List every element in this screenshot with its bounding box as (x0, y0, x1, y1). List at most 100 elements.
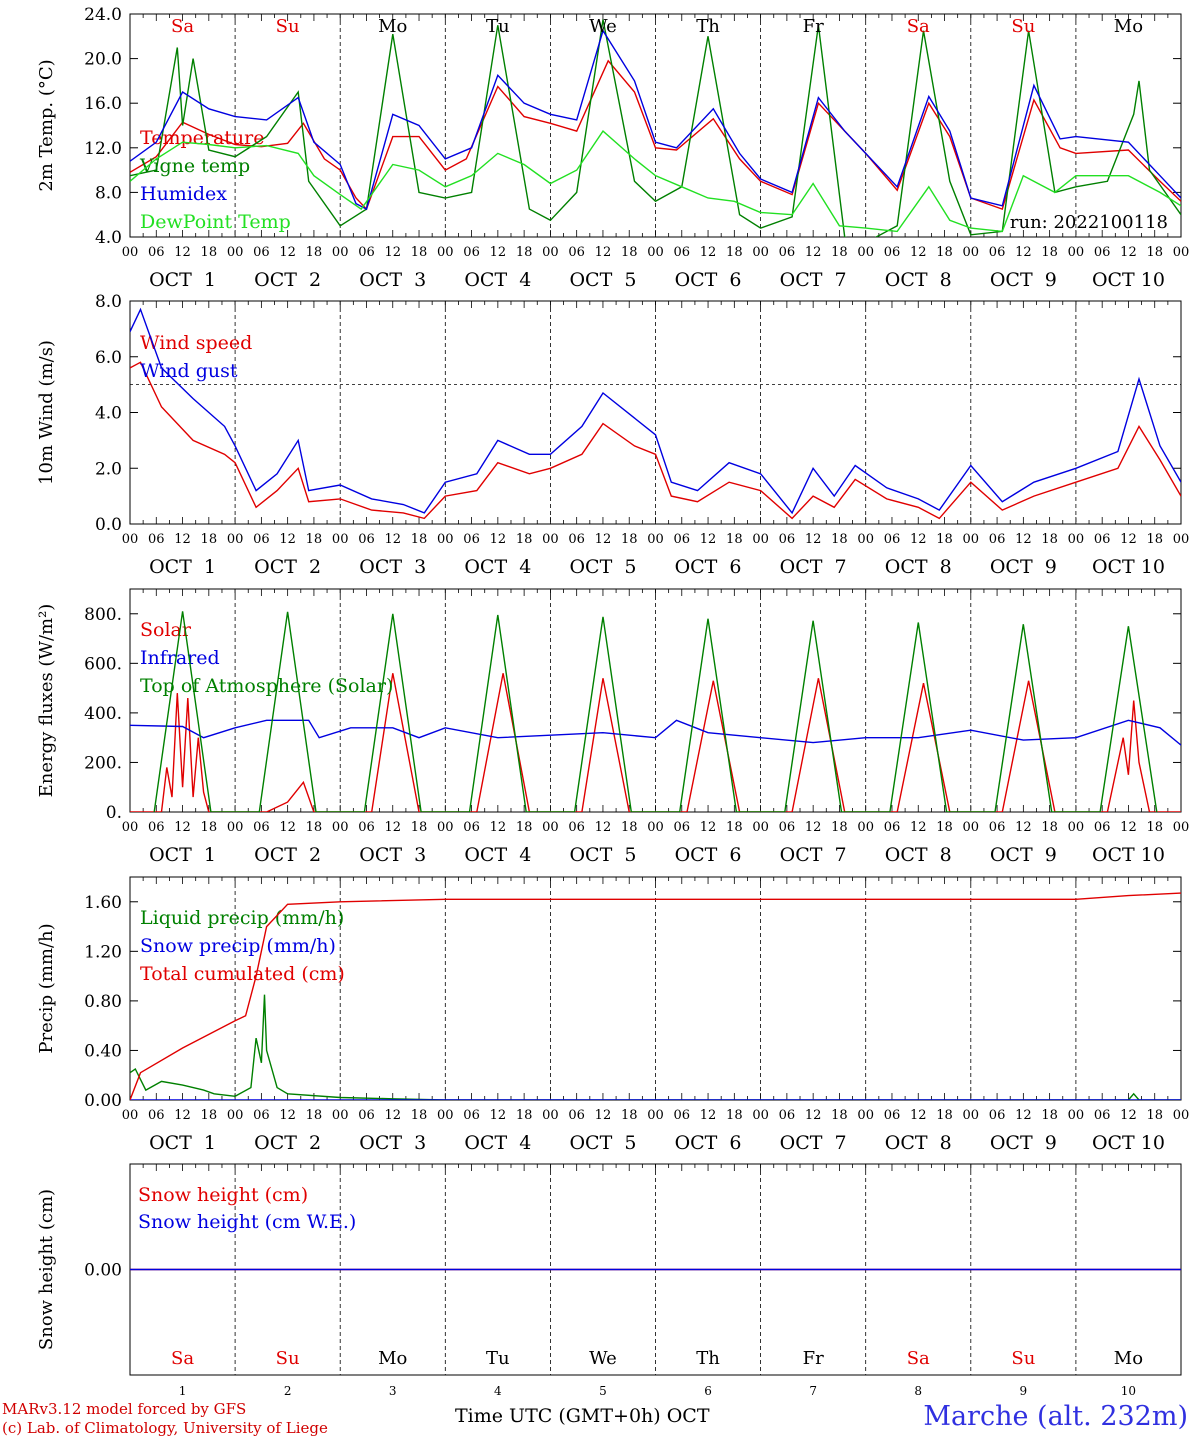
hour-tick-label: 12 (910, 532, 927, 547)
hour-tick-label: 00 (227, 1108, 244, 1123)
hour-tick-label: 18 (831, 820, 848, 835)
hour-tick-label: 06 (1094, 245, 1111, 260)
hour-tick-label: 18 (516, 245, 533, 260)
day-label: OCT 1 (149, 1132, 216, 1154)
hour-tick-label: 18 (831, 1108, 848, 1123)
hour-tick-label: 00 (857, 245, 874, 260)
hour-tick-label: 06 (358, 1108, 375, 1123)
y-axis-label: Energy fluxes (W/m²) (36, 604, 57, 798)
legend-entry: Snow height (cm W.E.) (138, 1211, 356, 1233)
hour-tick-label: 00 (647, 532, 664, 547)
hour-tick-label: 00 (542, 245, 559, 260)
hour-tick-label: 06 (253, 245, 270, 260)
series-line-wind-gust (130, 307, 1181, 515)
weekday-label: Su (1011, 1348, 1035, 1369)
legend-entry: DewPoint Temp (140, 211, 291, 233)
day-label: OCT 2 (254, 844, 321, 866)
hour-tick-label: 00 (332, 820, 349, 835)
day-label: OCT 3 (359, 844, 426, 866)
hour-tick-label: 00 (752, 245, 769, 260)
hour-tick-label: 12 (279, 1108, 296, 1123)
hour-tick-label: 06 (358, 532, 375, 547)
day-number: 9 (1020, 1384, 1028, 1398)
hour-tick-label: 12 (700, 1108, 717, 1123)
day-label: OCT 1 (149, 269, 216, 291)
hour-tick-label: 12 (595, 245, 612, 260)
hour-tick-label: 00 (437, 820, 454, 835)
hour-tick-label: 12 (700, 820, 717, 835)
hour-tick-label: 18 (201, 532, 218, 547)
hour-tick-label: 06 (463, 532, 480, 547)
hour-tick-label: 00 (122, 532, 139, 547)
hour-tick-label: 00 (227, 245, 244, 260)
hour-tick-label: 12 (700, 532, 717, 547)
day-label: OCT 5 (569, 269, 636, 291)
hour-tick-label: 18 (621, 820, 638, 835)
hour-tick-label: 06 (148, 245, 165, 260)
hour-tick-label: 00 (1068, 245, 1085, 260)
hour-tick-label: 12 (174, 820, 191, 835)
hour-tick-label: 12 (1015, 245, 1032, 260)
hour-tick-label: 12 (279, 245, 296, 260)
hour-tick-label: 00 (227, 820, 244, 835)
legend-entry: Temperature (140, 127, 264, 149)
hour-tick-label: 00 (857, 1108, 874, 1123)
weekday-label: Sa (907, 16, 930, 37)
y-axis-label: 2m Temp. (°C) (36, 59, 57, 191)
weekday-label: Mo (378, 16, 407, 37)
series-line-dewpoint-temp (130, 130, 1181, 233)
hour-tick-label: 18 (411, 820, 428, 835)
y-tick-label: 24.0 (84, 5, 122, 25)
hour-tick-label: 06 (463, 1108, 480, 1123)
hour-tick-label: 06 (358, 820, 375, 835)
hour-tick-label: 06 (358, 245, 375, 260)
hour-tick-label: 06 (674, 532, 691, 547)
hour-tick-label: 00 (647, 820, 664, 835)
hour-tick-label: 12 (1015, 820, 1032, 835)
hour-tick-label: 06 (568, 1108, 585, 1123)
hour-tick-label: 06 (148, 1108, 165, 1123)
hour-tick-label: 18 (411, 1108, 428, 1123)
panel-2: 0.0 2.0 4.0 6.0 8.0 10m Wind (m/s) Wind speed W… (36, 292, 1189, 578)
hour-tick-label: 18 (306, 1108, 323, 1123)
hour-tick-label: 18 (411, 245, 428, 260)
day-label: OCT 2 (254, 269, 321, 291)
hour-tick-label: 00 (752, 1108, 769, 1123)
y-tick-label: 0.80 (84, 992, 122, 1012)
hour-tick-label: 00 (963, 1108, 980, 1123)
day-label: OCT 10 (1092, 1132, 1165, 1154)
hour-tick-label: 06 (779, 820, 796, 835)
hour-tick-label: 12 (595, 1108, 612, 1123)
weekday-label: Tu (486, 16, 510, 37)
hour-tick-label: 00 (1173, 532, 1190, 547)
day-label: OCT 8 (885, 844, 952, 866)
day-label: OCT 4 (464, 269, 531, 291)
hour-tick-label: 12 (279, 532, 296, 547)
panel-3: 0.200.400.600.800.Energy fluxes (W/m²) So… (36, 588, 1189, 866)
hour-tick-label: 18 (201, 1108, 218, 1123)
y-tick-label: 4.0 (95, 228, 122, 248)
day-label: OCT 3 (359, 556, 426, 578)
hour-tick-label: 18 (726, 1108, 743, 1123)
hour-tick-label: 00 (437, 245, 454, 260)
hour-tick-label: 18 (831, 245, 848, 260)
hour-tick-label: 18 (621, 245, 638, 260)
legend-entry: Vigne temp (139, 155, 250, 177)
y-tick-label: 8.0 (95, 183, 122, 203)
hour-tick-label: 12 (910, 1108, 927, 1123)
series-line-top-of-atmosphere-solar- (153, 611, 1158, 812)
day-label: OCT 1 (149, 844, 216, 866)
hour-tick-label: 06 (253, 1108, 270, 1123)
hour-tick-label: 18 (1041, 245, 1058, 260)
hour-tick-label: 18 (726, 245, 743, 260)
day-label: OCT 10 (1092, 269, 1165, 291)
weekday-label: Mo (1114, 1348, 1143, 1369)
hour-tick-label: 00 (963, 245, 980, 260)
panel-4: 0.00 0.40 0.80 1.20 1.60 Precip (mm/h) Liquid … (36, 876, 1189, 1154)
hour-tick-label: 18 (831, 532, 848, 547)
hour-tick-label: 00 (647, 1108, 664, 1123)
hour-tick-label: 18 (621, 532, 638, 547)
weekday-label: Th (696, 16, 720, 37)
hour-tick-label: 06 (1094, 820, 1111, 835)
hour-tick-label: 12 (910, 820, 927, 835)
